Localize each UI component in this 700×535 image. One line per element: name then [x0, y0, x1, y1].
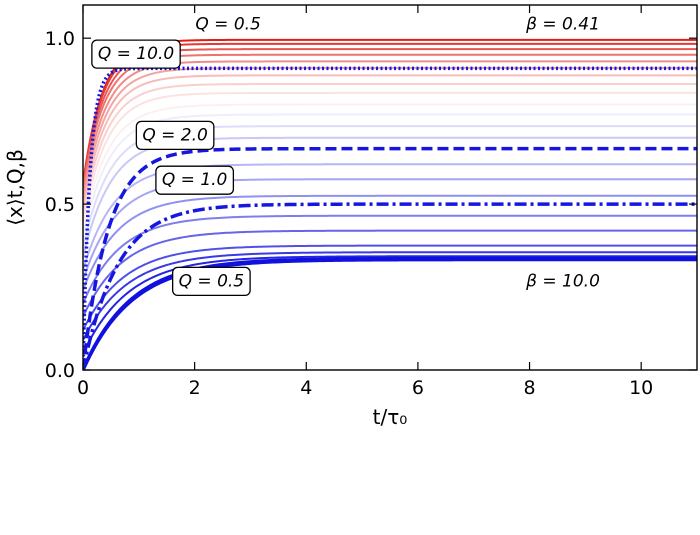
annotation-label: Q = 0.5: [195, 14, 260, 34]
y-tick-label: 0.5: [45, 194, 75, 216]
y-axis-label: ⟨x⟩t,Q,β: [3, 149, 27, 226]
x-tick-label: 4: [300, 377, 312, 399]
series-line-solid-15: [83, 178, 697, 282]
tick-layer: 0 2 4 6 8 10 0.0 0.5 1.0: [45, 5, 697, 399]
series-line-solid-19: [83, 244, 697, 332]
series-line-solid-7: [83, 74, 697, 212]
annotation: Q = 10.0: [91, 39, 181, 69]
series-line-solid-16: [83, 194, 697, 292]
annotation-box: [155, 165, 235, 195]
series-line-solid-21: [83, 255, 697, 355]
y-tick-label: 1.0: [45, 28, 75, 50]
series-line-solid-14: [83, 163, 697, 272]
annotation: Q = 0.5: [171, 266, 251, 297]
x-tick-label: 6: [412, 377, 424, 399]
annotation-box: [135, 120, 215, 151]
annotation-label: Q = 2.0: [142, 125, 207, 145]
series-line-solid-20: [83, 251, 697, 341]
series-line-solid-23: [83, 257, 697, 370]
annotation-label: β = 10.0: [525, 271, 600, 291]
series-line-solid-12: [83, 125, 697, 248]
x-tick-label: 2: [189, 377, 201, 399]
series-line-solid-4: [83, 53, 697, 192]
annotation: β = 10.0: [525, 271, 600, 291]
y-tick-label: 0.0: [45, 360, 75, 382]
annotation: Q = 1.0: [155, 165, 235, 195]
x-tick-label: 10: [629, 377, 653, 399]
series-line-solid-10: [83, 103, 697, 232]
annotation: β = 0.41: [525, 14, 600, 34]
series-line-solid-11: [83, 113, 697, 238]
series-line-solid-5: [83, 60, 697, 198]
series-line-solid-17: [83, 214, 697, 305]
series-line-solid-3: [83, 48, 697, 188]
annotation: Q = 2.0: [135, 120, 215, 151]
annotation-label: Q = 1.0: [162, 170, 227, 190]
annotation-label: β = 0.41: [525, 14, 600, 34]
series-line-solid-6: [83, 67, 697, 205]
annotation-label: Q = 0.5: [179, 271, 244, 291]
annotation-label: Q = 10.0: [98, 44, 174, 64]
plot-frame: [82, 4, 698, 371]
annotation-box: [91, 39, 181, 69]
x-tick-label: 0: [77, 377, 89, 399]
series-line-solid-8: [83, 82, 697, 218]
series-line-solid-9: [83, 91, 697, 225]
series-layer: [83, 38, 697, 370]
x-axis-label: t/τ₀: [373, 405, 408, 429]
series-line-solid-13: [83, 136, 697, 258]
annotation-box: [171, 266, 251, 297]
series-line-dashdot-26: [83, 202, 697, 370]
annotation: Q = 0.5: [195, 14, 260, 34]
x-tick-label: 8: [523, 377, 535, 399]
series-line-dashed-25: [83, 146, 697, 370]
annotation-layer: Q = 0.5 β = 0.41 Q = 10.0 Q = 2.0 Q = 1.0 Q =…: [91, 14, 600, 297]
